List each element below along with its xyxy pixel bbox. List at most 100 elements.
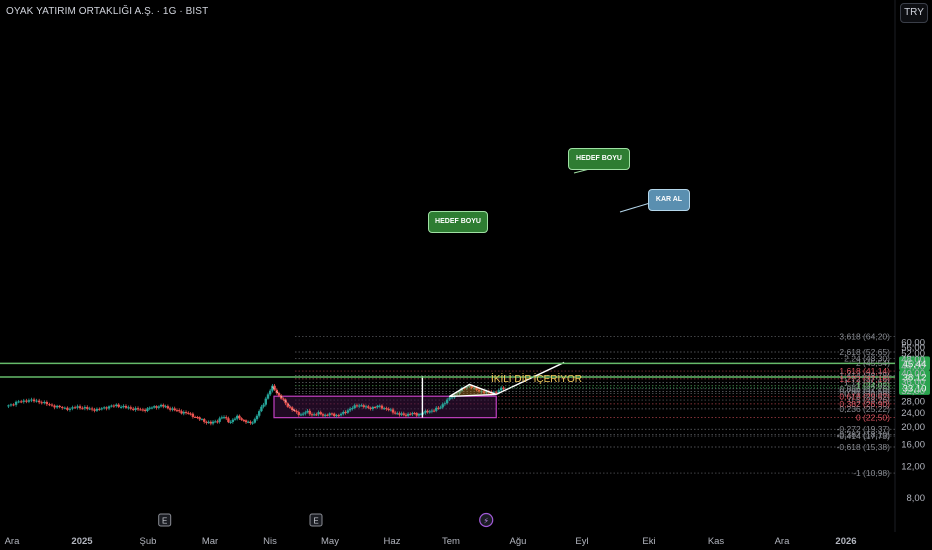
chart-title: OYAK YATIRIM ORTAKLIĞI A.Ş. · 1G · BIST (6, 6, 209, 17)
candle-body (61, 407, 64, 409)
candle-body (78, 406, 82, 409)
candle-body (455, 393, 459, 395)
x-tick-label: Mar (202, 536, 218, 547)
candle-body (211, 421, 215, 424)
candle-body (9, 404, 13, 406)
target-label-2: HEDEF BOYU (568, 148, 630, 170)
candle-body (502, 387, 505, 389)
candle-body (437, 407, 440, 409)
candle-body (141, 409, 145, 411)
candle-body (353, 405, 356, 409)
candle-body (110, 405, 113, 407)
candle-body (166, 406, 170, 409)
candle-body (482, 391, 486, 393)
candle-body (150, 407, 154, 409)
candle-body (81, 408, 84, 410)
x-tick-label: Ara (5, 536, 21, 547)
candle-body (90, 408, 94, 410)
candle-body (88, 408, 91, 410)
fib-level-label: -0,414 (17,73) (837, 431, 891, 441)
candle-body (304, 412, 307, 414)
candle-body (98, 408, 101, 410)
candle-body (439, 407, 442, 409)
fib-level-label: 1,618 (41,14) (839, 366, 890, 376)
fib-level-label: 0,71 (30,68) (844, 389, 890, 399)
candle-body (93, 409, 96, 411)
candle-body (58, 405, 61, 408)
candle-body (134, 408, 137, 410)
fib-level-label: -1 (10,98) (853, 468, 890, 478)
candle-body (458, 390, 461, 394)
candle-body (389, 409, 393, 411)
fib-level-label: 0,382 (26,90) (839, 399, 890, 409)
candle-body (76, 406, 79, 408)
fib-level-label: 1,13 (35,52) (844, 377, 890, 387)
fib-level-label: 1,272 (37,16) (839, 374, 890, 384)
candle-body (435, 407, 438, 411)
candle-body (406, 413, 410, 416)
candle-body (402, 413, 405, 415)
fib-level-label: 1 (34,02) (856, 381, 890, 391)
candle-body (175, 410, 179, 412)
candle-body (14, 401, 18, 405)
candle-body (242, 419, 246, 421)
candle-body (319, 412, 322, 415)
x-tick-label: Şub (140, 536, 157, 547)
candle-body (301, 413, 305, 415)
candle-body (139, 409, 142, 411)
candle-body (315, 414, 318, 416)
candle-body (398, 413, 401, 415)
candle-body (306, 410, 309, 413)
x-tick-label: Eyl (575, 536, 588, 547)
candle-body (286, 403, 289, 407)
candle-body (258, 411, 261, 416)
candle-body (63, 407, 67, 409)
y-tick-label: 36,00 (901, 377, 925, 388)
candle-body (191, 413, 195, 417)
candle-body (122, 405, 125, 407)
callout-tail (619, 202, 651, 213)
candle-body (50, 404, 54, 406)
fib-level-label: 2 (45,54) (856, 358, 890, 368)
fib-level-label: 3,618 (64,20) (839, 332, 890, 342)
fib-level-label: 0,618 (29,62) (839, 391, 890, 401)
candle-body (299, 414, 303, 416)
candle-body (415, 413, 418, 416)
candle-body (129, 407, 132, 409)
candle-body (426, 410, 429, 413)
candle-body (200, 419, 204, 421)
candle-body (373, 406, 377, 408)
candle-body (209, 421, 213, 424)
x-tick-label: Haz (384, 536, 401, 547)
candle-body (53, 405, 56, 408)
candle-body (288, 406, 292, 408)
candle-body (262, 404, 265, 407)
candle-body (371, 406, 375, 409)
candle-body (25, 400, 28, 402)
candle-body (472, 387, 476, 389)
candle-body (148, 407, 151, 409)
x-tick-label: Kas (708, 536, 725, 547)
candle-body (155, 406, 158, 408)
currency-button[interactable]: TRY (900, 3, 928, 23)
candle-body (159, 404, 163, 407)
x-tick-label: Tem (442, 536, 460, 547)
candle-body (376, 405, 379, 408)
candle-body (385, 408, 388, 410)
candle-body (178, 410, 181, 412)
y-tick-label: 28,00 (901, 396, 925, 407)
candle-body (105, 407, 108, 409)
candle-body (83, 407, 87, 409)
current-price-label: 33,10 (903, 383, 927, 394)
candle-body (358, 405, 361, 407)
candle-body (107, 406, 111, 409)
candle-body (180, 411, 183, 414)
candle-body (326, 414, 329, 416)
fib-level-label: 0,886 (32,70) (839, 384, 890, 394)
candle-body (450, 397, 454, 399)
candle-body (196, 416, 199, 418)
x-tick-label: May (321, 536, 339, 547)
earnings-marker-label: E (162, 517, 167, 526)
candle-body (432, 410, 436, 412)
